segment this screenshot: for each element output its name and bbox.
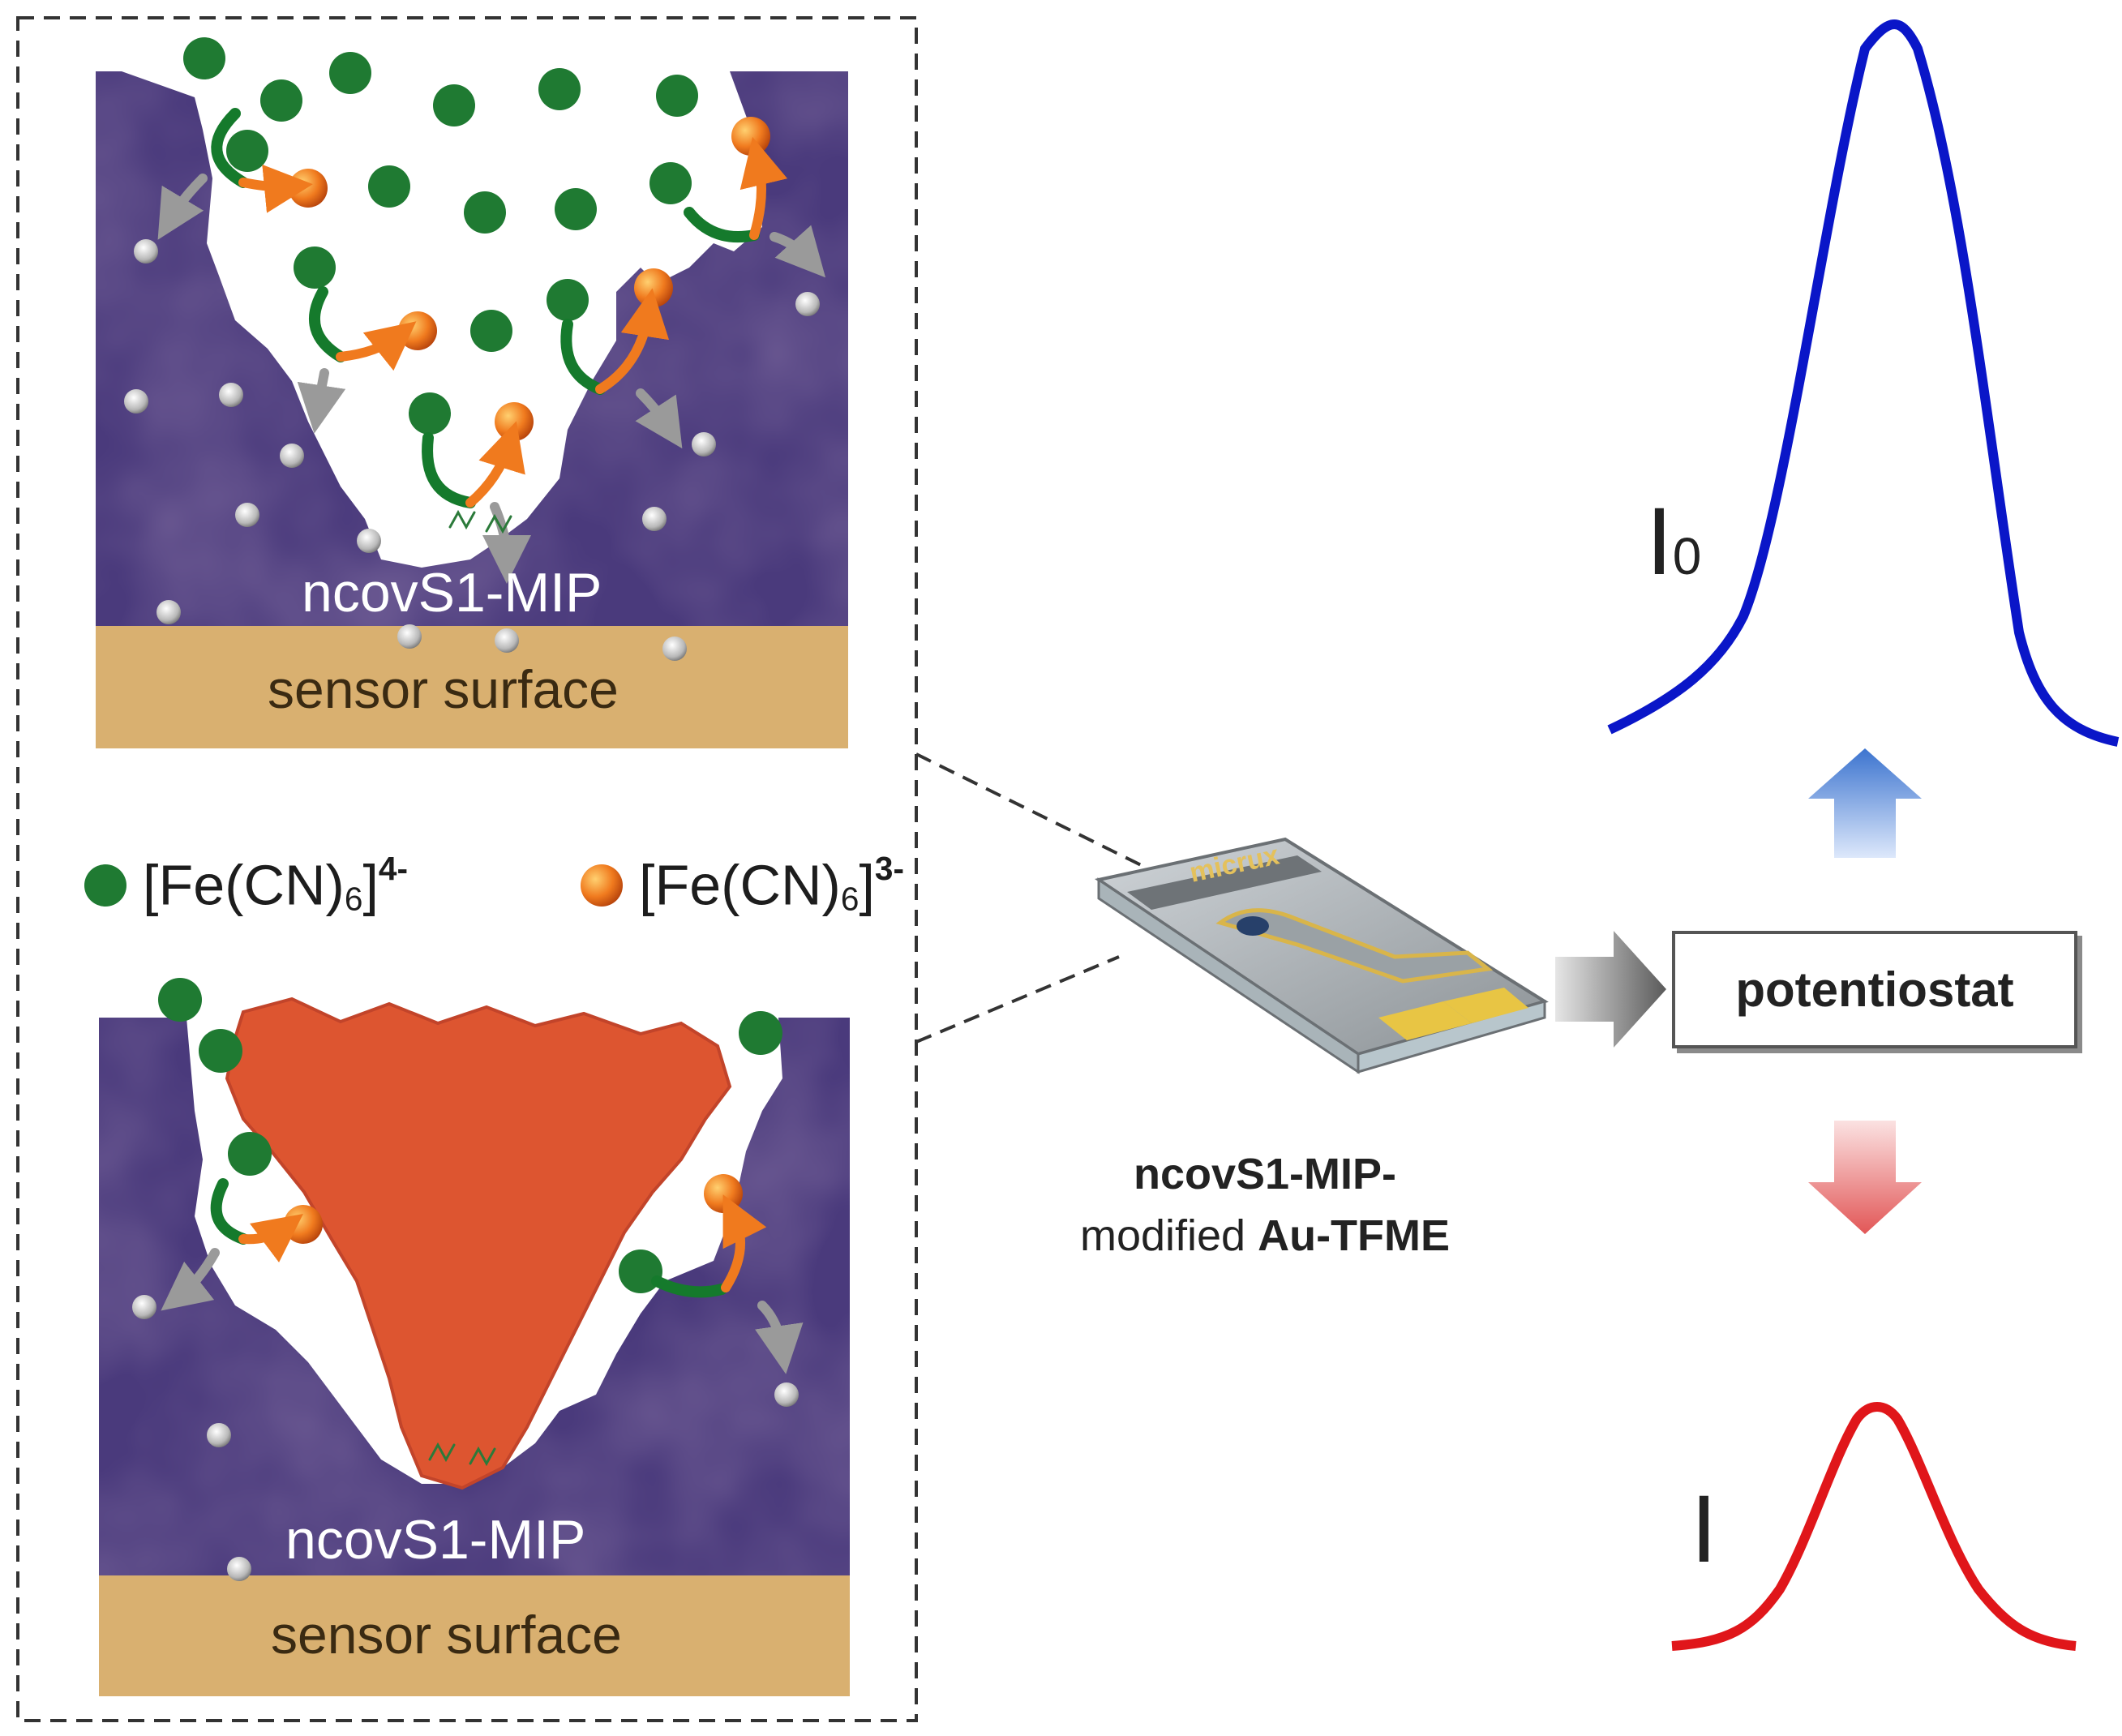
potentiostat-label: potentiostat [1735,962,2014,1017]
zoom-line-bottom [915,955,1120,1044]
top-ferrocyanide-ions [183,37,698,435]
high-current-peak [1607,19,2120,747]
top-mip-label: ncovS1-MIP [302,562,602,624]
top-electrons [124,239,820,661]
top-redox-arrows [157,108,826,584]
bottom-ferrocyanide-ions [158,978,782,1293]
low-current-peak [1671,1402,2077,1651]
bottom-redox-arrows [161,1178,804,1467]
bottom-electrons [132,1295,799,1581]
bottom-sensor-surface [99,1575,850,1696]
legend-orange-dot [581,864,623,907]
working-electrode [1237,916,1269,936]
top-sensor-surface [96,626,848,748]
potentiostat-box: potentiostat [1672,931,2077,1048]
device-caption: ncovS1-MIP- modified Au-TFME [1030,1143,1500,1267]
bottom-surface-label: sensor surface [271,1605,622,1665]
zoom-frame [16,16,918,1722]
legend-ferricyanide-label: [Fe(CN)6]3- [639,850,904,918]
low-current-label: I [1691,1476,1717,1583]
caption-modified: modified [1079,1211,1258,1260]
bottom-mip-label: ncovS1-MIP [285,1509,586,1571]
caption-electrode: Au-TFME [1258,1211,1451,1260]
signal-down-arrow [1808,1121,1922,1234]
signal-up-arrow [1808,748,1922,858]
top-surface-label: sensor surface [268,659,619,719]
legend-ferrocyanide-label: [Fe(CN)6]4- [143,850,408,918]
top-panel [96,71,848,748]
caption-line-1: ncovS1-MIP- [1133,1150,1397,1198]
high-current-label: I0 [1646,488,1702,595]
legend-green-dot [84,864,126,907]
chip-to-potentiostat-arrow [1555,931,1666,1048]
sensor-chip: micrux [1094,837,1549,1074]
